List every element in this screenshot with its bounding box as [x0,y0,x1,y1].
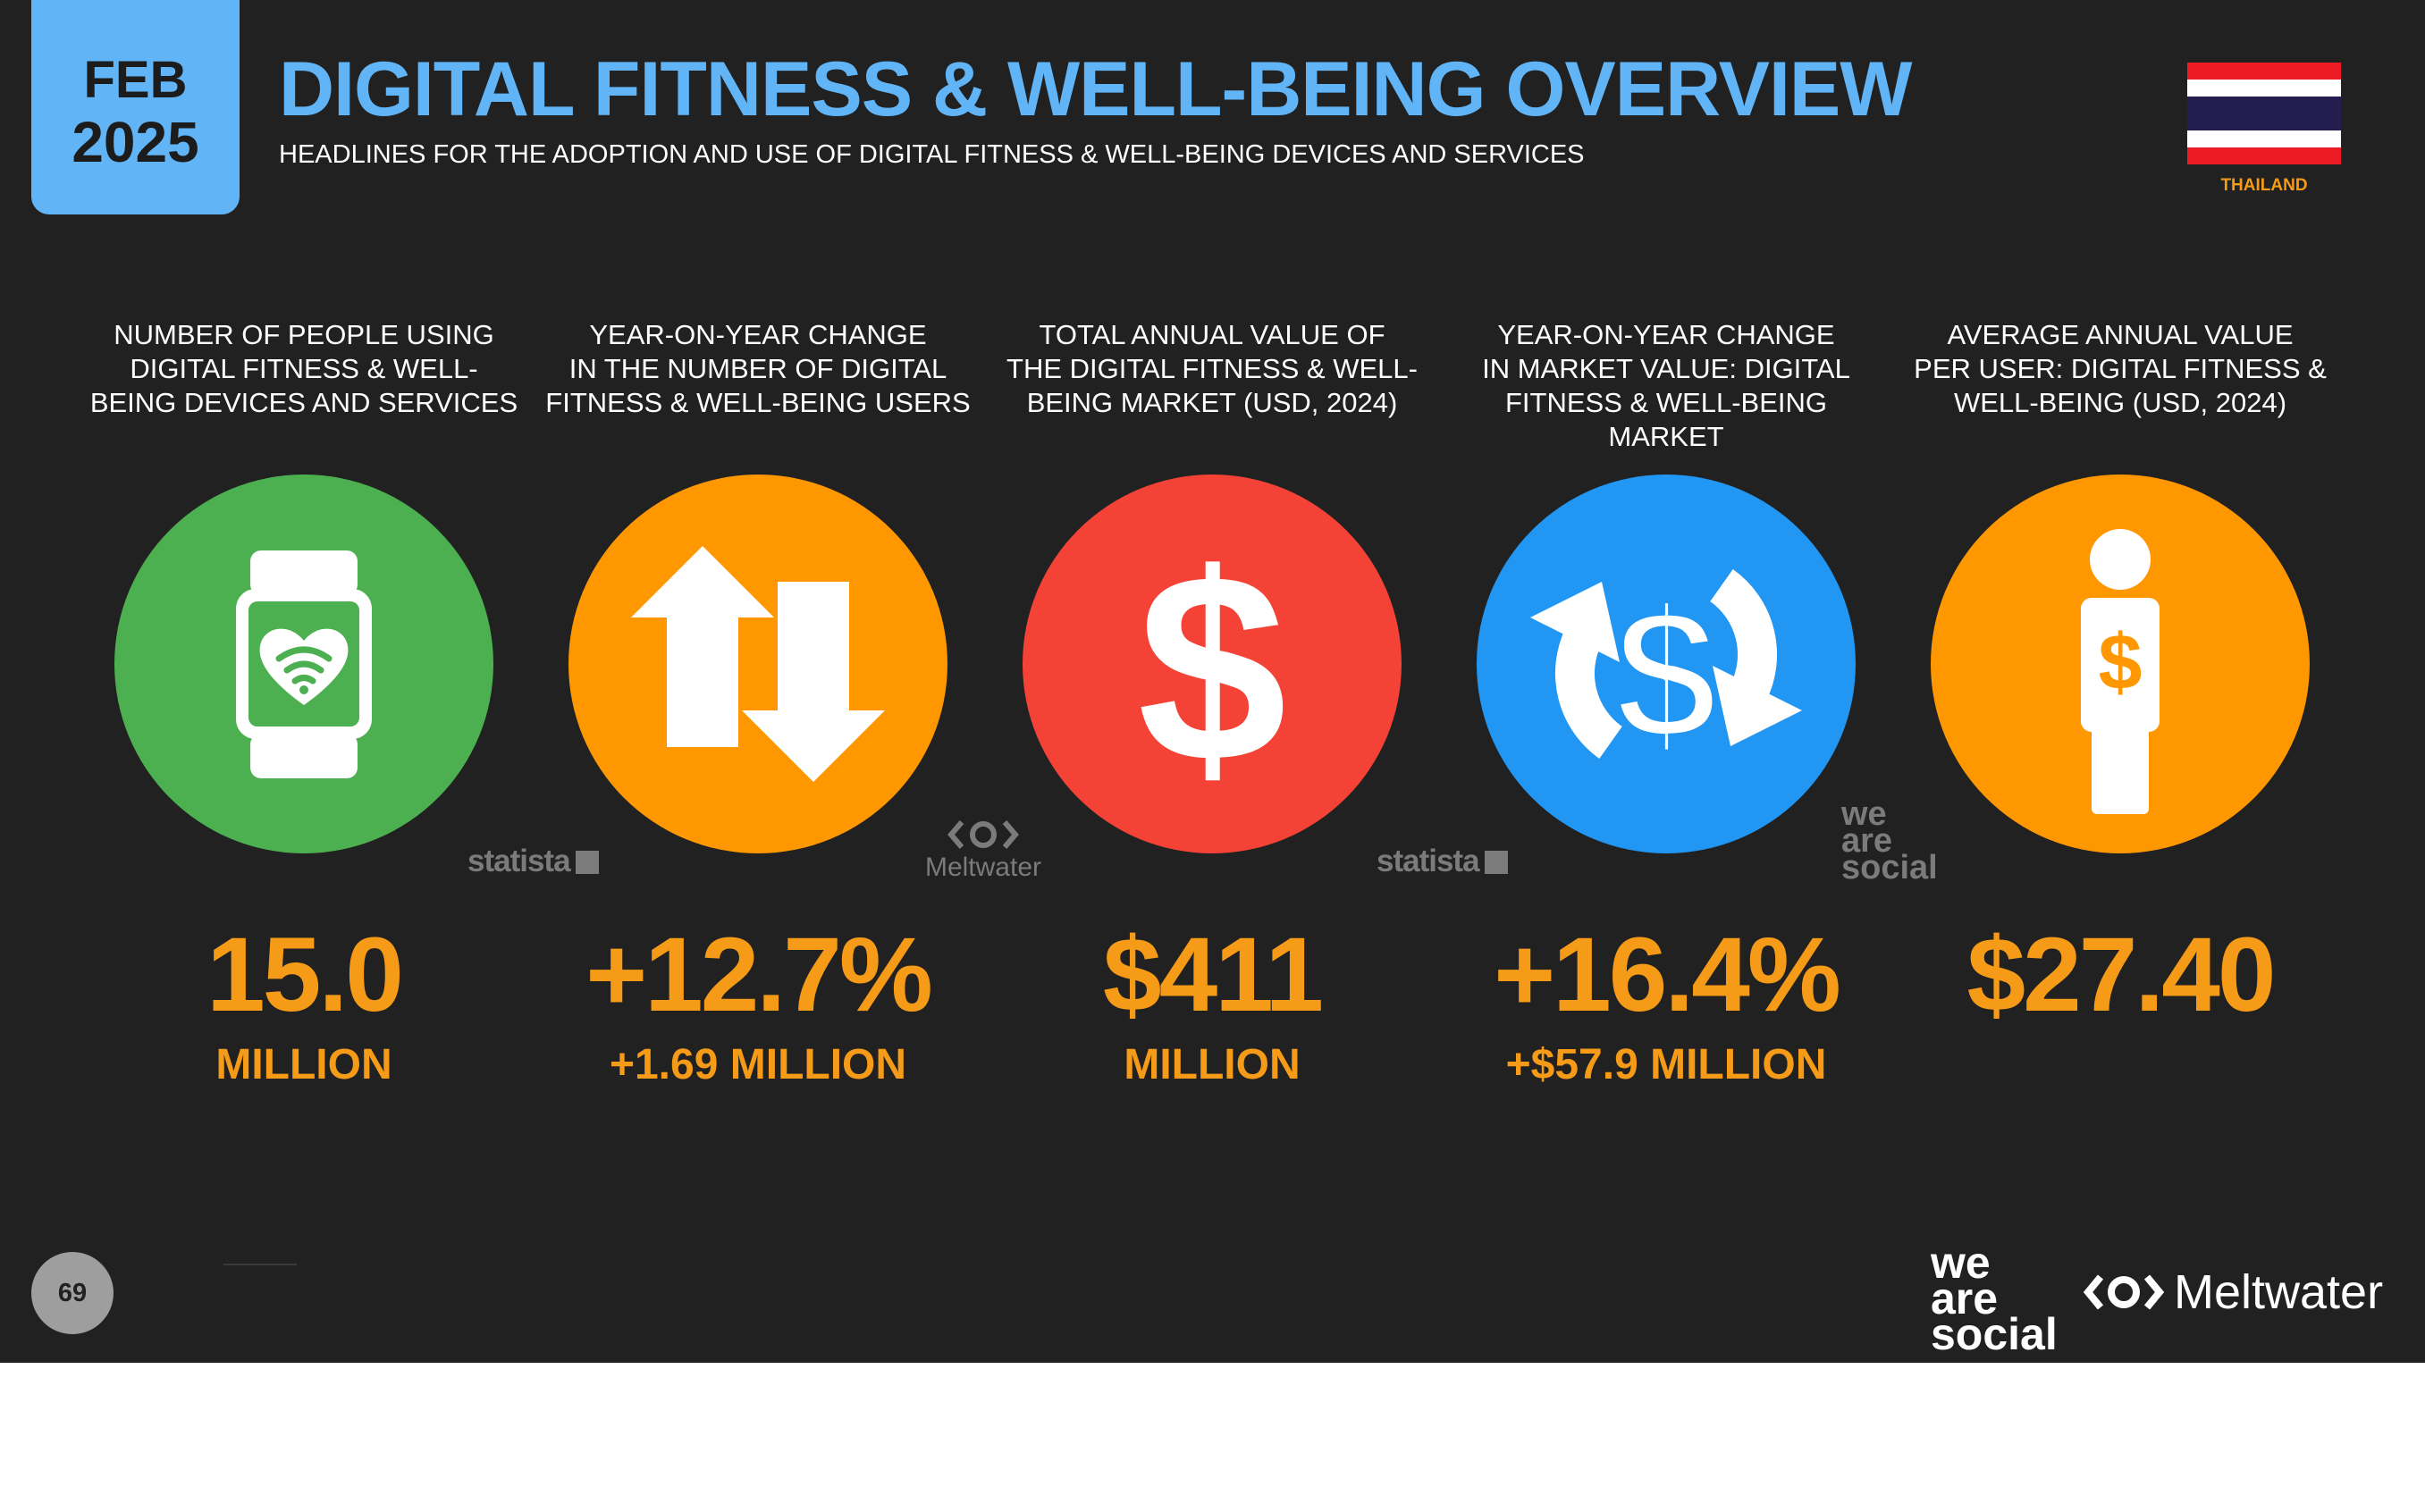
metric-label: TOTAL ANNUAL VALUE OF THE DIGITAL FITNES… [1006,319,1418,418]
page-title: DIGITAL FITNESS & WELL-BEING OVERVIEW [279,46,1912,132]
svg-text:$: $ [1614,569,1719,779]
metric-value: +16.4% [1494,916,1841,1034]
svg-text:$: $ [2099,617,2143,706]
metric-sub: MILLION [215,1041,392,1088]
dollar-exchange-icon: $ [1477,475,1856,853]
metric-sub: +$57.9 MILLION [1505,1041,1827,1088]
svg-text:$: $ [1138,517,1287,818]
was-word: are [1931,1273,1999,1323]
statista-logo: statista [467,844,599,879]
smartwatch-heart-icon [114,475,493,853]
we-are-social-source-logo: we are social [1841,795,1938,886]
dollar-sign-icon: $ [1023,475,1402,853]
metric-label: NUMBER OF PEOPLE USING DIGITAL FITNESS &… [89,319,518,418]
metric-label: YEAR-ON-YEAR CHANGE IN THE NUMBER OF DIG… [545,319,971,418]
metric-sub: +1.69 MILLION [609,1041,907,1088]
was-word: are [1841,822,1893,860]
we-are-social-logo: we are social [1931,1238,2058,1359]
date-tab: FEB 2025 [31,0,240,214]
was-word: we [1931,1238,1991,1288]
statista-logo-text: statista [1377,844,1480,878]
person-dollar-icon: $ [1931,475,2310,853]
page-subtitle: HEADLINES FOR THE ADOPTION AND USE OF DI… [279,140,1585,169]
slide: FEB 2025 DIGITAL FITNESS & WELL-BEING OV… [0,0,2425,1363]
meltwater-mark-icon [947,820,1019,849]
metric-sub: MILLION [1124,1041,1301,1088]
divider [223,1264,297,1265]
metric-value: $411 [1103,916,1324,1034]
up-down-arrows-icon [568,475,947,853]
date-month: FEB [83,51,188,109]
meltwater-logo: Meltwater [2083,1264,2383,1320]
metric-value: +12.7% [585,916,933,1034]
statista-mark-icon [1484,851,1508,874]
metric-value: 15.0 [206,916,404,1034]
meltwater-source-logo: Meltwater [912,819,1055,883]
meltwater-mark-icon [2083,1274,2165,1310]
page-number: 69 [31,1252,114,1334]
meltwater-logo-text: Meltwater [2174,1265,2384,1319]
meltwater-source-text: Meltwater [924,853,1042,882]
date-year: 2025 [72,110,199,174]
was-word: social [1931,1309,2058,1359]
statista-logo: statista [1377,844,1508,879]
statista-logo-text: statista [467,844,571,878]
thailand-flag-icon [2187,63,2341,164]
country-label: THAILAND [2220,176,2308,195]
metric-label: YEAR-ON-YEAR CHANGE IN MARKET VALUE: DIG… [1482,319,1850,452]
statista-mark-icon [575,851,599,874]
metric-value: $27.40 [1966,916,2277,1034]
was-word: social [1841,849,1938,886]
metric-label: AVERAGE ANNUAL VALUE PER USER: DIGITAL F… [1914,319,2327,418]
was-word: we [1841,795,1887,833]
